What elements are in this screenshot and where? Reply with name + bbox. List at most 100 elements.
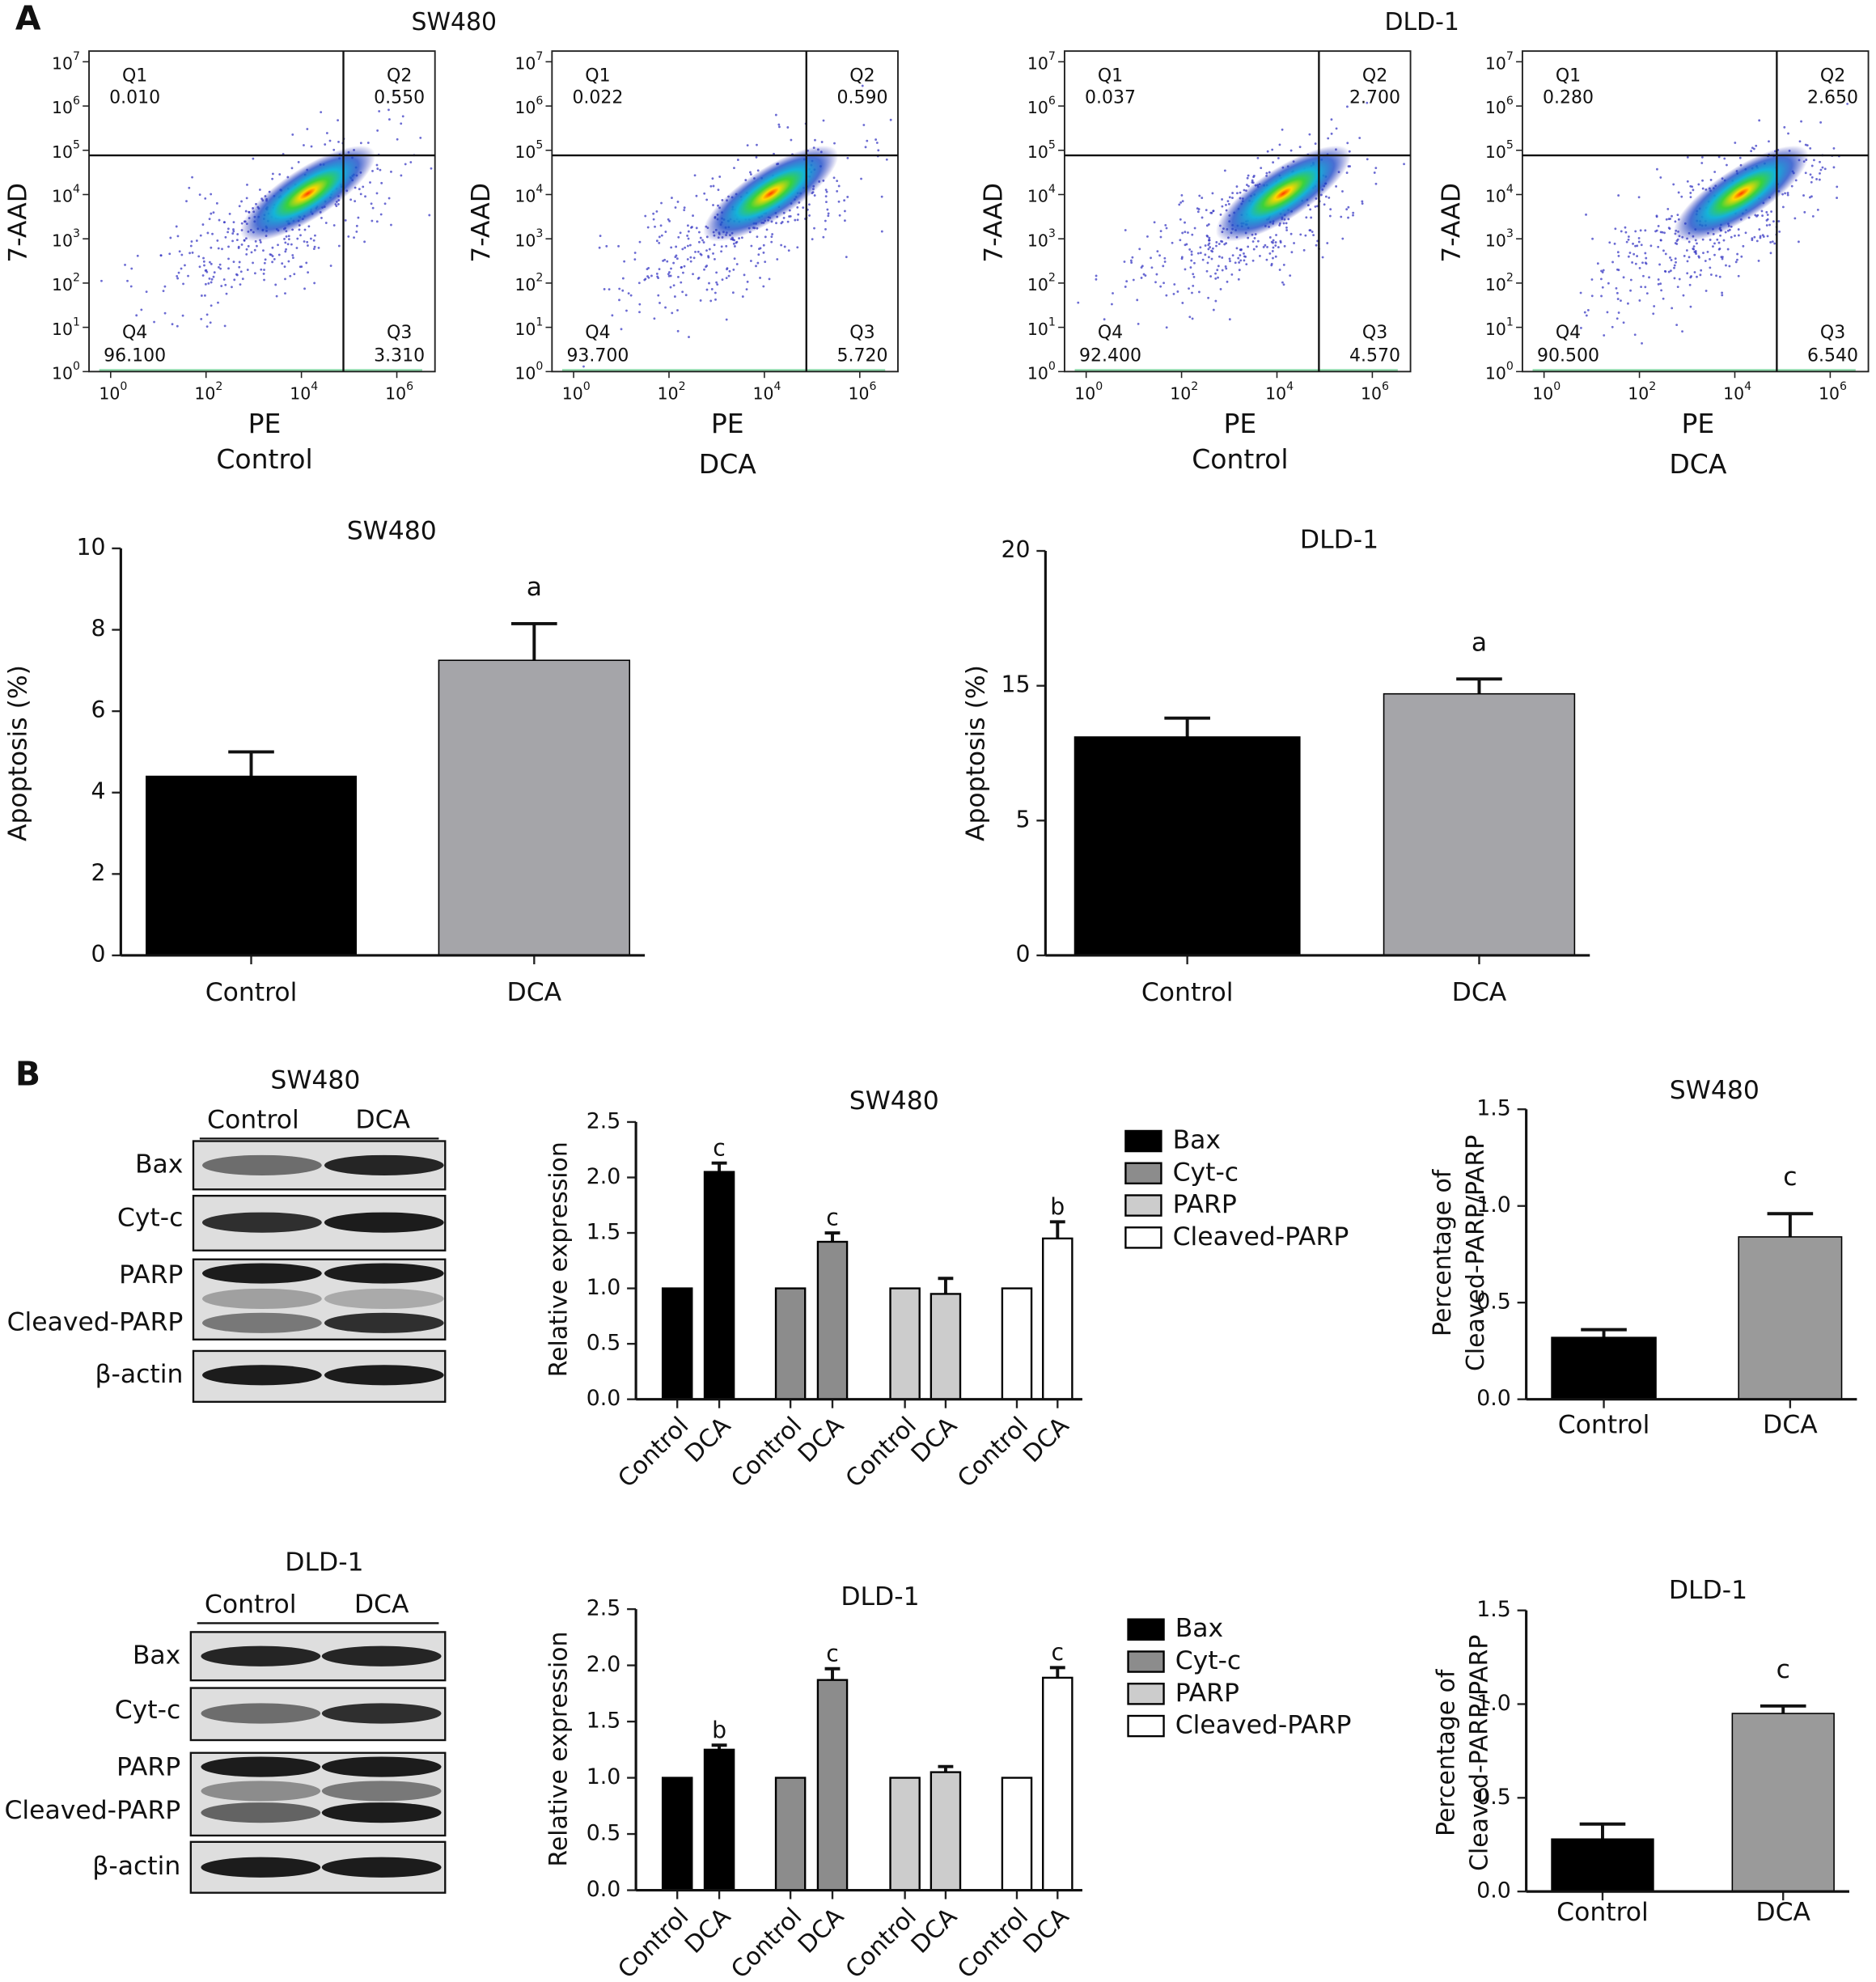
event-dot <box>638 240 642 244</box>
event-dot <box>768 277 771 281</box>
event-dot <box>1309 208 1312 211</box>
event-dot <box>697 250 700 253</box>
event-dot <box>204 282 207 286</box>
tick-exp: 7 <box>536 50 543 63</box>
tick-base: 10 <box>52 53 73 73</box>
legend-label: Bax <box>1175 1614 1223 1643</box>
x-tick-label: DCA <box>506 978 561 1007</box>
event-dot <box>313 282 316 285</box>
event-dot <box>814 138 816 142</box>
event-dot <box>210 304 213 307</box>
event-dot <box>1802 194 1805 197</box>
event-dot <box>837 200 841 203</box>
event-dot <box>210 212 213 215</box>
event-dot <box>1158 254 1161 257</box>
event-dot <box>1713 242 1716 245</box>
quadrant-value: 92.400 <box>1079 345 1141 366</box>
event-dot <box>1736 258 1738 261</box>
blot-title: DLD-1 <box>285 1548 363 1577</box>
event-dot <box>1180 257 1184 260</box>
event-dot <box>618 299 620 302</box>
y-axis-label: Percentage of <box>1429 1168 1457 1336</box>
x-tick-label: DCA <box>1018 1411 1075 1468</box>
event-dot <box>745 288 748 291</box>
event-dot <box>223 324 227 328</box>
tick-label: 103 <box>515 227 543 250</box>
row-label: β-actin <box>92 1852 180 1881</box>
event-dot <box>1340 215 1343 218</box>
event-dot <box>1670 259 1673 261</box>
event-dot <box>1674 242 1677 244</box>
tick-exp: 0 <box>536 360 543 373</box>
event-dot <box>796 246 799 249</box>
band <box>201 1781 321 1802</box>
event-dot <box>1689 196 1692 199</box>
bar <box>1042 1237 1074 1400</box>
tick-label: 105 <box>1027 138 1056 161</box>
event-dot <box>1821 166 1824 169</box>
event-dot <box>1190 259 1193 262</box>
event-dot <box>1700 162 1704 164</box>
event-dot <box>219 267 222 270</box>
event-dot <box>731 291 735 294</box>
event-dot <box>1207 248 1210 251</box>
event-dot <box>250 251 253 254</box>
event-dot <box>1201 197 1204 199</box>
tick-exp: 4 <box>1048 183 1056 196</box>
quadrant-value: 0.550 <box>374 87 425 108</box>
event-dot <box>1218 255 1221 258</box>
event-dot <box>582 365 585 368</box>
event-dot <box>1243 188 1246 192</box>
event-dot <box>687 230 690 233</box>
quadrant-name: Q3 <box>1362 323 1387 343</box>
event-dot <box>1657 282 1660 286</box>
event-dot <box>1245 263 1248 266</box>
event-dot <box>1131 256 1134 259</box>
event-dot <box>1688 283 1692 286</box>
event-dot <box>1366 158 1369 161</box>
event-dot <box>1644 286 1647 289</box>
event-dot <box>770 240 773 244</box>
event-dot <box>400 174 403 177</box>
event-dot <box>1655 215 1658 218</box>
event-dot <box>271 177 274 180</box>
event-dot <box>756 143 758 146</box>
event-dot <box>684 246 687 249</box>
event-dot <box>1768 223 1771 227</box>
event-dot <box>709 184 713 188</box>
quadrant-value: 4.570 <box>1349 345 1400 366</box>
event-dot <box>843 210 846 213</box>
x-axis-label: PE <box>711 408 744 439</box>
event-dot <box>667 273 670 276</box>
event-dot <box>827 214 830 218</box>
tick-exp: 2 <box>73 272 80 285</box>
event-dot <box>1349 165 1351 167</box>
event-dot <box>1266 150 1269 153</box>
event-dot <box>1264 244 1267 247</box>
event-dot <box>1192 284 1195 287</box>
bar <box>889 1287 921 1400</box>
event-dot <box>1179 239 1182 242</box>
event-dot <box>688 244 692 247</box>
event-dot <box>1210 211 1213 214</box>
tick-label: 101 <box>1485 316 1514 338</box>
event-dot <box>354 200 357 203</box>
event-dot <box>228 212 231 215</box>
event-dot <box>1664 270 1667 273</box>
y-axis-label: Cleaved-PARP/PARP <box>1466 1635 1494 1871</box>
event-dot <box>681 248 684 251</box>
event-dot <box>1656 167 1658 171</box>
event-dot <box>1305 216 1308 219</box>
event-dot <box>298 228 301 231</box>
event-dot <box>1251 240 1255 243</box>
event-dot <box>1191 291 1193 294</box>
event-dot <box>668 219 671 222</box>
event-dot <box>136 254 139 257</box>
event-dot <box>1706 250 1709 253</box>
bar <box>1042 1676 1074 1891</box>
band <box>324 1154 444 1175</box>
event-dot <box>1243 259 1246 262</box>
event-dot <box>1198 290 1201 294</box>
event-dot <box>1675 260 1677 264</box>
